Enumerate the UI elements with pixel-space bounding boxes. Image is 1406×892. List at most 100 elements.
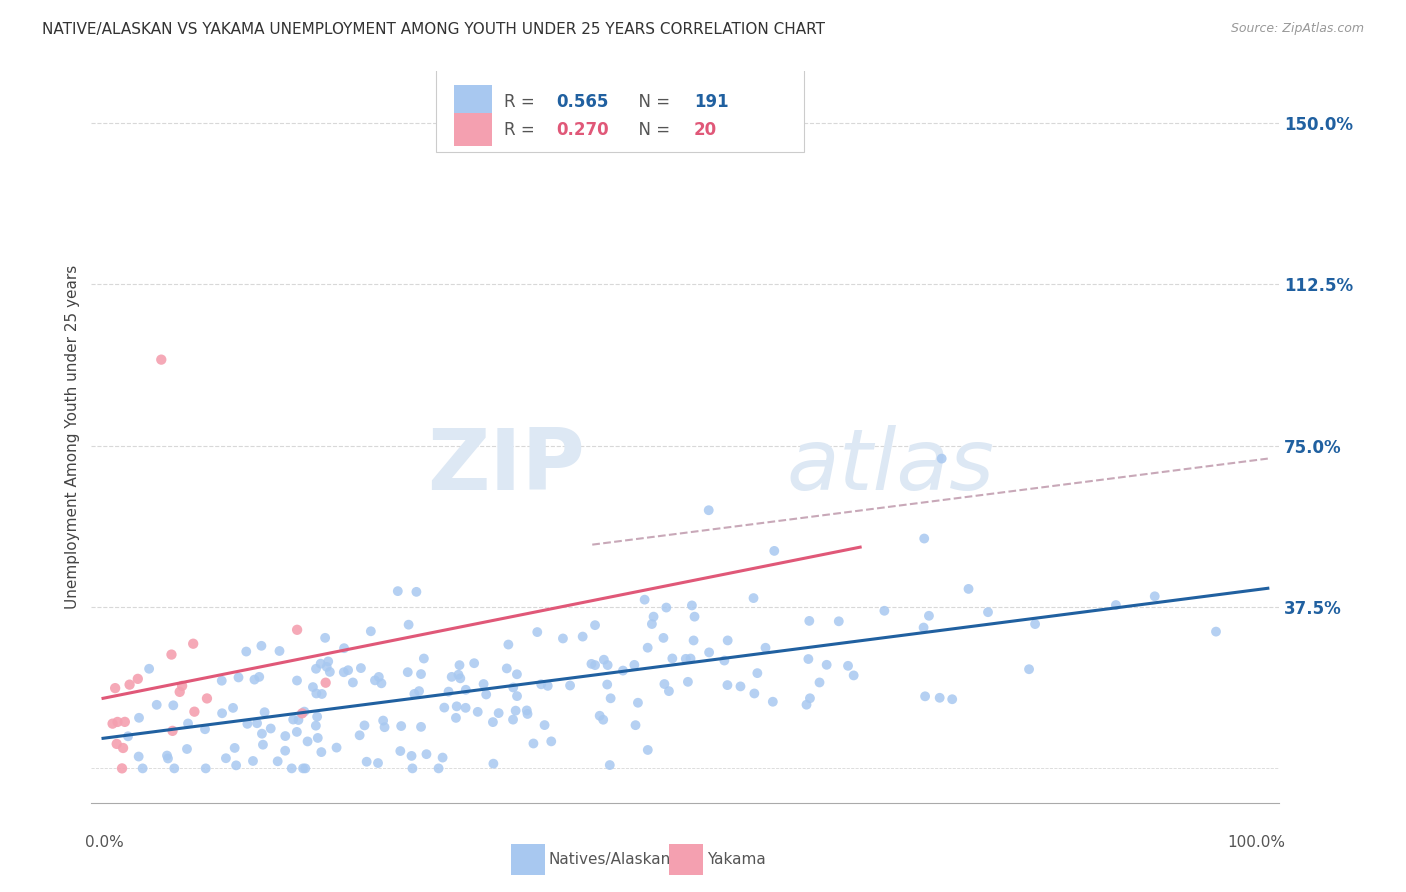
Text: 0.270: 0.270 — [555, 120, 609, 138]
Point — [280, 761, 302, 775]
Point — [799, 691, 821, 706]
Point — [183, 705, 205, 719]
Point — [977, 605, 1000, 619]
Point — [138, 662, 160, 676]
Point — [1143, 590, 1166, 604]
Point — [246, 716, 269, 731]
Point — [194, 761, 217, 775]
Point — [176, 742, 198, 756]
FancyBboxPatch shape — [436, 61, 804, 152]
Point — [679, 651, 702, 665]
Point — [215, 751, 238, 765]
Point — [593, 653, 616, 667]
Point — [828, 615, 851, 629]
Point — [236, 716, 259, 731]
Point — [815, 657, 838, 672]
Y-axis label: Unemployment Among Youth under 25 years: Unemployment Among Youth under 25 years — [65, 265, 80, 609]
Point — [353, 718, 375, 732]
Point — [643, 609, 665, 624]
Point — [107, 714, 129, 729]
Point — [315, 675, 337, 690]
Point — [253, 705, 276, 719]
Point — [599, 758, 621, 772]
Point — [675, 652, 697, 666]
Point — [730, 680, 752, 694]
Point — [446, 699, 468, 714]
Point — [637, 743, 659, 757]
Point — [583, 658, 606, 673]
Point — [427, 761, 450, 775]
Point — [177, 716, 200, 731]
FancyBboxPatch shape — [454, 112, 492, 146]
Point — [333, 641, 356, 656]
Point — [713, 654, 735, 668]
Point — [370, 676, 392, 690]
Point — [482, 715, 505, 730]
Text: atlas: atlas — [786, 425, 994, 508]
Point — [311, 745, 333, 759]
Point — [482, 756, 505, 771]
Point — [495, 661, 517, 675]
Point — [412, 651, 434, 665]
Point — [319, 665, 342, 679]
Point — [530, 677, 553, 691]
Point — [797, 652, 820, 666]
Point — [163, 761, 186, 775]
Point — [266, 754, 288, 768]
Point — [269, 644, 291, 658]
Point — [172, 679, 194, 693]
Point — [401, 748, 423, 763]
Point — [433, 700, 456, 714]
Point — [654, 677, 676, 691]
Point — [396, 665, 419, 680]
Point — [454, 682, 477, 697]
Point — [467, 705, 489, 719]
Point — [914, 690, 936, 704]
Point — [697, 503, 720, 517]
Point — [401, 761, 423, 775]
Point — [349, 728, 371, 742]
Point — [373, 714, 395, 728]
Point — [225, 758, 247, 772]
Point — [162, 698, 184, 713]
Point — [661, 651, 683, 665]
Point — [374, 720, 396, 734]
Point — [305, 662, 328, 676]
Text: 0.565: 0.565 — [555, 93, 609, 111]
Point — [763, 544, 786, 558]
Point — [408, 684, 430, 698]
Point — [683, 609, 706, 624]
Point — [522, 737, 544, 751]
Point — [315, 660, 337, 674]
Point — [105, 737, 128, 751]
Point — [533, 718, 555, 732]
Point — [697, 645, 720, 659]
Point — [440, 670, 463, 684]
Point — [912, 621, 935, 635]
Point — [242, 754, 264, 768]
Point — [796, 698, 818, 712]
Point — [291, 706, 314, 721]
Point — [316, 655, 339, 669]
Point — [799, 614, 821, 628]
Point — [583, 618, 606, 632]
Point — [1018, 662, 1040, 676]
Point — [744, 686, 766, 700]
Point — [194, 723, 217, 737]
Point — [681, 599, 703, 613]
Text: N =: N = — [628, 120, 676, 138]
Point — [1024, 617, 1046, 632]
Text: Source: ZipAtlas.com: Source: ZipAtlas.com — [1230, 22, 1364, 36]
Point — [463, 656, 485, 670]
Point — [449, 658, 471, 673]
Point — [364, 673, 387, 688]
FancyBboxPatch shape — [454, 85, 492, 119]
Point — [599, 691, 621, 706]
Point — [747, 666, 769, 681]
Point — [454, 701, 477, 715]
Point — [502, 713, 524, 727]
Point — [506, 689, 529, 703]
Point — [145, 698, 167, 712]
Point — [307, 709, 329, 723]
Point — [716, 678, 738, 692]
